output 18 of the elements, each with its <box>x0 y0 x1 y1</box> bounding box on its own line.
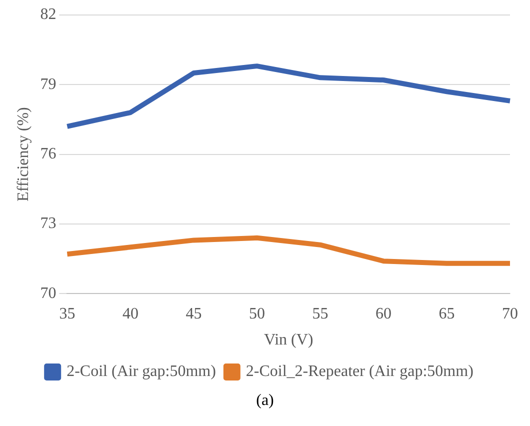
y-axis-title: Efficiency (%) <box>14 107 32 202</box>
legend-label: 2-Coil_2-Repeater (Air gap:50mm) <box>246 363 474 380</box>
x-tick-label: 45 <box>186 305 202 322</box>
y-tick-label: 76 <box>40 146 56 163</box>
y-tick-label: 73 <box>40 215 56 232</box>
x-tick-label: 60 <box>375 305 392 322</box>
x-tick-label: 55 <box>312 305 328 322</box>
y-tick-label: 70 <box>40 284 56 302</box>
x-tick-label: 50 <box>248 305 265 322</box>
x-tick-label: 40 <box>122 305 138 322</box>
x-tick-label: 65 <box>438 305 455 322</box>
x-tick-label: 70 <box>502 305 518 322</box>
x-tick-label: 35 <box>59 305 76 322</box>
y-tick-label: 82 <box>40 6 56 24</box>
x-axis-title: Vin (V) <box>264 332 314 349</box>
y-tick-label: 79 <box>40 76 56 93</box>
text: (a) <box>255 392 275 410</box>
legend-label: 2-Coil (Air gap:50mm) <box>66 363 216 380</box>
